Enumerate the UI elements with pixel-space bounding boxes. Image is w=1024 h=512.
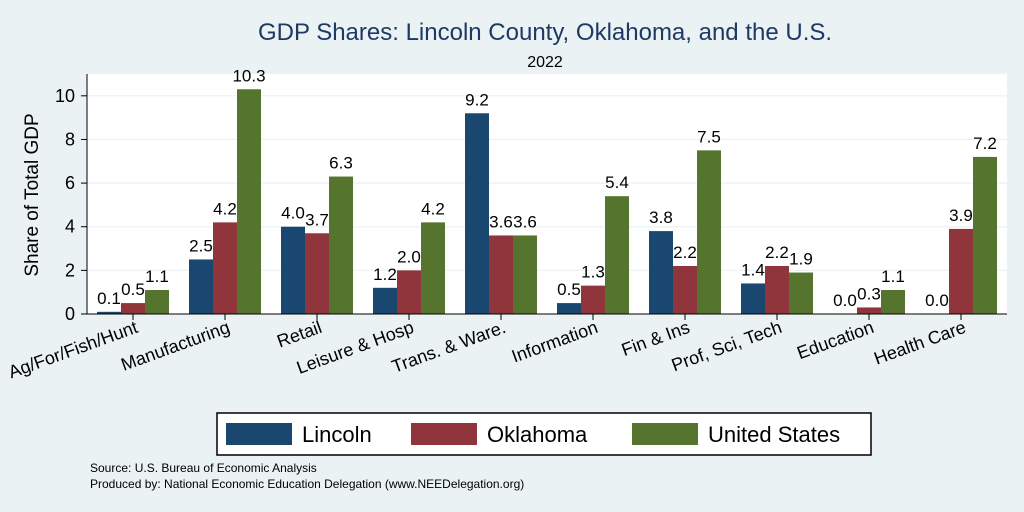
data-label-united-states-ag-for-fish-hunt: 1.1 <box>145 267 169 286</box>
data-label-oklahoma-manufacturing: 4.2 <box>213 199 237 218</box>
data-label-lincoln-manufacturing: 2.5 <box>189 236 213 255</box>
data-label-lincoln-retail: 4.0 <box>281 204 305 223</box>
data-label-lincoln-health-care: 0.0 <box>925 291 949 310</box>
y-tick-label: 8 <box>65 129 75 149</box>
data-label-oklahoma-information: 1.3 <box>581 263 605 282</box>
legend-swatch-united-states <box>632 423 698 445</box>
data-label-lincoln-ag-for-fish-hunt: 0.1 <box>97 289 121 308</box>
legend-swatch-oklahoma <box>411 423 477 445</box>
bar-united-states-information <box>605 196 629 314</box>
bar-united-states-manufacturing <box>237 89 261 314</box>
bar-oklahoma-retail <box>305 233 329 314</box>
data-label-lincoln-fin-ins: 3.8 <box>649 208 673 227</box>
data-label-united-states-leisure-hosp: 4.2 <box>421 199 445 218</box>
data-label-oklahoma-education: 0.3 <box>857 284 881 303</box>
legend-label-united-states: United States <box>708 422 840 447</box>
bar-united-states-trans-ware <box>513 235 537 314</box>
bar-lincoln-leisure-hosp <box>373 287 397 314</box>
data-label-lincoln-trans-ware: 9.2 <box>465 90 489 109</box>
bar-lincoln-information <box>557 303 581 314</box>
data-label-united-states-education: 1.1 <box>881 267 905 286</box>
data-label-oklahoma-trans-ware: 3.6 <box>489 212 513 231</box>
bar-united-states-ag-for-fish-hunt <box>145 290 169 314</box>
data-label-united-states-retail: 6.3 <box>329 154 353 173</box>
bar-united-states-retail <box>329 176 353 314</box>
y-tick-label: 10 <box>55 86 75 106</box>
bar-oklahoma-leisure-hosp <box>397 270 421 314</box>
bar-united-states-education <box>881 290 905 314</box>
bar-oklahoma-prof-sci-tech <box>765 266 789 314</box>
data-label-lincoln-leisure-hosp: 1.2 <box>373 265 397 284</box>
bar-oklahoma-ag-for-fish-hunt <box>121 303 145 314</box>
data-label-oklahoma-fin-ins: 2.2 <box>673 243 697 262</box>
legend-swatch-lincoln <box>226 423 292 445</box>
y-tick-label: 0 <box>65 304 75 324</box>
data-label-oklahoma-health-care: 3.9 <box>949 206 973 225</box>
data-label-lincoln-prof-sci-tech: 1.4 <box>741 260 765 279</box>
data-label-lincoln-education: 0.0 <box>833 291 857 310</box>
data-label-lincoln-information: 0.5 <box>557 280 581 299</box>
bar-oklahoma-information <box>581 285 605 314</box>
bars: 0.1 0.51.12.54.210.34.0 3.76.31.22.04.29.2… <box>97 66 997 314</box>
data-label-united-states-manufacturing: 10.3 <box>232 66 265 85</box>
bar-lincoln-retail <box>281 226 305 314</box>
y-tick-label: 6 <box>65 173 75 193</box>
data-label-united-states-trans-ware: 3.6 <box>513 212 537 231</box>
chart-subtitle: 2022 <box>527 54 563 71</box>
chart-title: GDP Shares: Lincoln County, Oklahoma, an… <box>258 19 832 46</box>
bar-lincoln-ag-for-fish-hunt <box>97 311 121 314</box>
bar-oklahoma-education <box>857 307 881 314</box>
bar-united-states-fin-ins <box>697 150 721 314</box>
bar-lincoln-manufacturing <box>189 259 213 314</box>
y-axis-label: Share of Total GDP <box>22 113 43 276</box>
bar-united-states-prof-sci-tech <box>789 272 813 314</box>
y-ticks: 0 2 4 6 8 10 <box>55 86 87 324</box>
data-label-united-states-information: 5.4 <box>605 173 629 192</box>
bar-oklahoma-health-care <box>949 228 973 314</box>
bar-oklahoma-trans-ware <box>489 235 513 314</box>
axes <box>86 74 1007 315</box>
data-label-united-states-health-care: 7.2 <box>973 134 997 153</box>
data-label-united-states-prof-sci-tech: 1.9 <box>789 250 813 269</box>
bar-oklahoma-manufacturing <box>213 222 237 314</box>
y-tick-label: 2 <box>65 260 75 280</box>
data-label-oklahoma-leisure-hosp: 2.0 <box>397 247 421 266</box>
data-label-oklahoma-ag-for-fish-hunt: 0.5 <box>121 280 145 299</box>
legend-label-lincoln: Lincoln <box>302 422 372 447</box>
bar-united-states-health-care <box>973 156 997 314</box>
legend-box <box>216 412 872 456</box>
produced-by-note: Produced by: National Economic Education… <box>90 477 524 491</box>
bar-lincoln-fin-ins <box>649 231 673 314</box>
data-label-oklahoma-retail: 3.7 <box>305 210 329 229</box>
bar-lincoln-prof-sci-tech <box>741 283 765 314</box>
bar-lincoln-trans-ware <box>465 113 489 314</box>
bar-oklahoma-fin-ins <box>673 266 697 314</box>
y-tick-label: 4 <box>65 217 75 237</box>
data-label-oklahoma-prof-sci-tech: 2.2 <box>765 243 789 262</box>
bar-united-states-leisure-hosp <box>421 222 445 314</box>
source-note: Source: U.S. Bureau of Economic Analysis <box>90 461 317 475</box>
legend: Lincoln Oklahoma United States <box>216 412 872 456</box>
legend-label-oklahoma: Oklahoma <box>487 422 588 447</box>
data-label-united-states-fin-ins: 7.5 <box>697 127 721 146</box>
